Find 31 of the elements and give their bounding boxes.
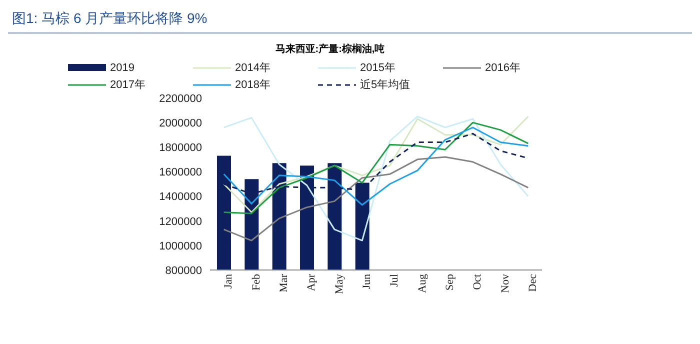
x-tick-label: Jul (388, 274, 401, 287)
line-series (223, 156, 529, 242)
x-tick-label: Feb (250, 274, 262, 290)
legend-label: 近5年均值 (360, 78, 410, 92)
y-tick-label: 1400000 (159, 191, 202, 204)
x-tick-label: Aug (416, 274, 428, 293)
x-tick-label: Nov (499, 274, 512, 293)
y-tick-label: 1800000 (159, 142, 202, 154)
x-tick-label: Sep (444, 274, 456, 290)
y-tick-label: 1200000 (159, 216, 202, 228)
legend-label: 2015年 (360, 61, 396, 75)
x-tick-label: Apr (306, 274, 318, 292)
legend-label: 2018年 (235, 78, 270, 92)
legend-label: 2017年 (110, 78, 146, 92)
line-series (223, 116, 529, 242)
legend-label: 2019 (110, 62, 134, 74)
y-tick-label: 2000000 (159, 117, 202, 130)
legend-label: 2016年 (485, 61, 520, 75)
y-tick-label: 2200000 (159, 92, 202, 105)
chart-subtitle: 马来西亚:产量:棕榈油,吨 (274, 42, 386, 56)
x-tick-label: Dec (526, 274, 539, 292)
x-tick-label: May (333, 274, 346, 294)
chart-title: 图1: 马棕 6 月产量环比将降 9% (8, 8, 692, 34)
x-tick-label: Jun (360, 274, 373, 290)
x-tick-label: Mar (278, 274, 290, 292)
x-tick-label: Jan (222, 274, 235, 289)
y-tick-label: 1000000 (159, 240, 202, 252)
y-tick-label: 1600000 (159, 166, 202, 179)
legend-label: 2014年 (235, 61, 270, 75)
y-tick-label: 800000 (165, 264, 202, 277)
x-tick-label: Oct (472, 274, 484, 290)
